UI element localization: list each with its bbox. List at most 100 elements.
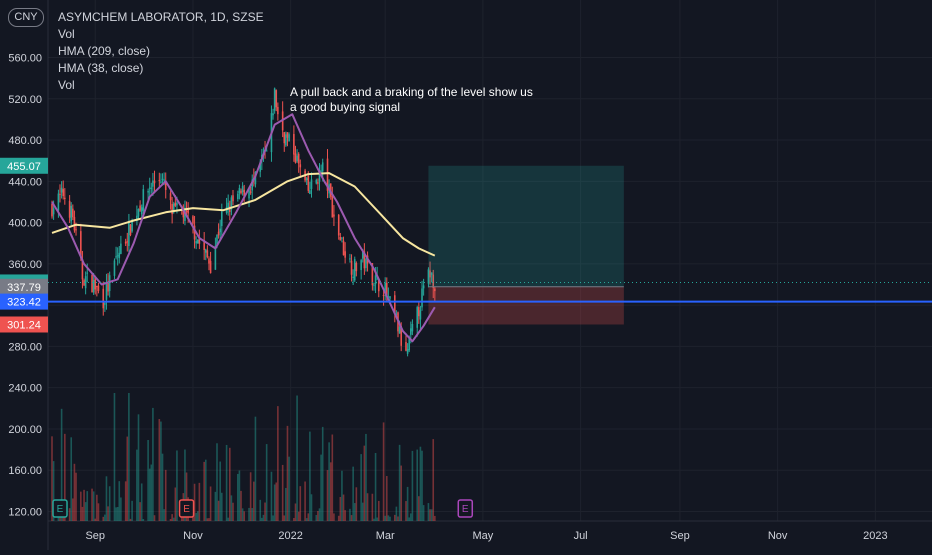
volume-bar xyxy=(365,433,367,521)
candle-body xyxy=(198,237,201,244)
volume-bar xyxy=(264,502,266,521)
candle-body xyxy=(337,214,340,236)
volume-bar xyxy=(124,481,127,521)
candle-body xyxy=(160,181,162,183)
volume-bar xyxy=(104,514,106,521)
y-tick-label: 400.00 xyxy=(8,218,42,230)
legend-hma-38[interactable]: HMA (38, close) xyxy=(58,61,144,75)
candle-body xyxy=(296,155,298,162)
candles xyxy=(51,87,436,357)
candle-body xyxy=(410,328,412,335)
volume-bar xyxy=(321,426,324,521)
volume-bar xyxy=(196,511,199,521)
volume-bar xyxy=(174,487,177,521)
currency-badge[interactable]: CNY xyxy=(8,8,44,27)
candle-body xyxy=(321,162,324,172)
candle-body xyxy=(187,209,189,214)
volume-bar xyxy=(254,416,257,521)
candle-body xyxy=(169,193,172,201)
x-tick-label: Nov xyxy=(768,530,788,542)
volume-bar xyxy=(240,490,242,521)
volume-bar xyxy=(163,509,165,521)
candle-body xyxy=(172,203,175,213)
volume-bar xyxy=(281,464,284,521)
volume-bar xyxy=(153,515,156,521)
volume-bar xyxy=(397,516,399,521)
candle-body xyxy=(124,241,127,244)
earnings-marker-box xyxy=(178,499,195,518)
candle-body xyxy=(128,221,130,247)
candle-body xyxy=(214,245,217,270)
volume-bar xyxy=(270,471,273,521)
candle-body xyxy=(286,132,289,138)
volume-bar xyxy=(241,508,244,521)
earnings-marker-box xyxy=(457,499,474,518)
y-tick-label: 200.00 xyxy=(8,424,42,436)
legend-hma-209[interactable]: HMA (209, close) xyxy=(58,44,151,58)
x-tick-label: May xyxy=(473,530,494,542)
candle-body xyxy=(408,336,411,351)
volume-bar xyxy=(326,470,329,521)
volume-bar xyxy=(427,503,430,521)
candle-body xyxy=(331,196,334,218)
candle-body xyxy=(363,251,366,269)
volume-bar xyxy=(253,481,255,521)
volume-bar xyxy=(136,449,138,521)
y-tick-label: 560.00 xyxy=(8,53,42,65)
volume-bar xyxy=(277,406,279,521)
candle-body xyxy=(164,181,167,190)
legend-volume[interactable]: Vol xyxy=(58,27,75,41)
candle-body xyxy=(307,175,310,191)
candle-body xyxy=(434,288,436,292)
volume-bar xyxy=(81,506,84,521)
candle-body xyxy=(395,313,398,315)
candle-body xyxy=(400,325,402,346)
volume-bar xyxy=(86,491,89,521)
volume-bar xyxy=(113,393,116,521)
candle-body xyxy=(97,285,100,292)
volume-bar xyxy=(216,443,218,521)
volume-bar xyxy=(217,500,220,521)
earnings-marker: E xyxy=(457,499,474,518)
candle-body xyxy=(209,260,212,274)
candle-body xyxy=(196,239,199,244)
volume-bar xyxy=(373,518,375,521)
volume-bar xyxy=(339,496,342,521)
volume-bar xyxy=(75,472,77,521)
candle-body xyxy=(360,260,362,271)
candle-body xyxy=(389,296,391,299)
volume-bar xyxy=(147,440,149,521)
volume-bar xyxy=(140,483,143,521)
volume-bar xyxy=(416,449,419,521)
loss-zone xyxy=(428,286,624,325)
candle-body xyxy=(94,276,97,290)
volume-bar xyxy=(219,461,221,521)
volume-bar xyxy=(285,487,287,521)
chart-annotation[interactable]: A pull back and a braking of the level s… xyxy=(290,85,533,115)
volume-bar xyxy=(434,515,436,521)
volume-bar xyxy=(237,473,239,521)
x-tick-label: Jul xyxy=(574,530,588,542)
volume-bar xyxy=(387,515,390,521)
candle-body xyxy=(72,208,74,218)
candle-body xyxy=(229,206,231,213)
volume-bar xyxy=(352,466,354,521)
price-label-text: 301.24 xyxy=(7,319,41,331)
candle-body xyxy=(297,153,300,164)
volume-bar xyxy=(317,511,319,521)
volume-bar xyxy=(208,518,210,521)
y-tick-label: 520.00 xyxy=(8,94,42,106)
legend-symbol[interactable]: ASYMCHEM LABORATOR, 1D, SZSE xyxy=(58,10,264,24)
volume-bar xyxy=(377,500,380,521)
annotation-line-2: a good buying signal xyxy=(290,100,401,114)
legend-volume-2[interactable]: Vol xyxy=(58,78,75,92)
volume-bar xyxy=(304,481,306,521)
volume-bar xyxy=(376,517,378,521)
volume-bar xyxy=(139,502,141,521)
candle-body xyxy=(142,189,145,211)
candle-body xyxy=(108,275,111,292)
volume-bar xyxy=(320,454,322,521)
candle-body xyxy=(275,90,278,108)
